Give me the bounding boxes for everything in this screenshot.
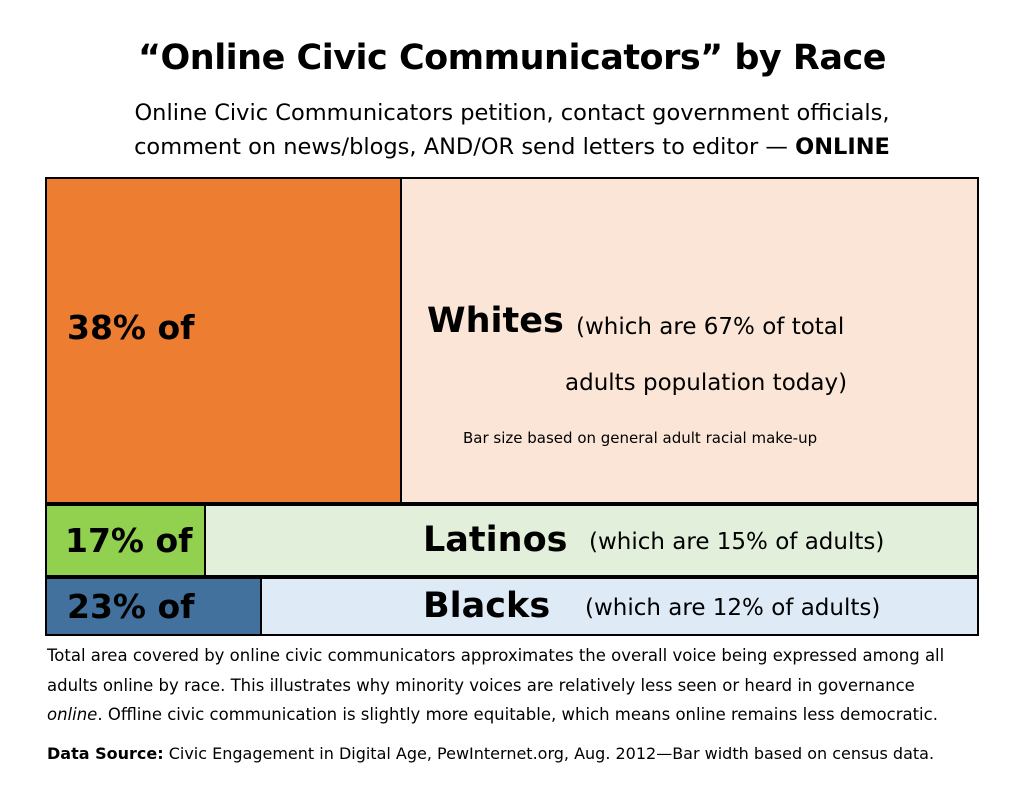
blacks-share-bar	[45, 577, 262, 636]
latinos-row: 17% of Latinos (which are 15% of adults)	[45, 504, 979, 577]
blacks-population-note: (which are 12% of adults)	[585, 594, 881, 621]
whites-remainder-bar	[400, 177, 979, 504]
whites-row: 38% of Whites (which are 67% of total adult…	[45, 177, 979, 504]
footnote-line-3: online. Offline civic communication is s…	[47, 700, 987, 730]
data-source: Data Source: Civic Engagement in Digital…	[47, 744, 1007, 763]
whites-population-note: (which are 67% of total	[576, 314, 845, 341]
latinos-category-label: Latinos	[423, 519, 568, 560]
bar-chart: 38% of Whites (which are 67% of total adult…	[45, 177, 979, 636]
footnote: Total area covered by online civic commu…	[47, 641, 987, 730]
footnote-line-3-rest: . Offline civic communication is slightl…	[97, 705, 938, 724]
blacks-category-label: Blacks	[423, 585, 551, 626]
whites-population-note-continued: adults population today)	[565, 369, 848, 396]
subtitle-line-2: comment on news/blogs, AND/OR send lette…	[0, 130, 1024, 164]
subtitle-online-emphasis: ONLINE	[795, 134, 890, 160]
latinos-remainder-bar	[204, 504, 979, 577]
blacks-row: 23% of Blacks (which are 12% of adults)	[45, 577, 979, 636]
bar-size-annotation: Bar size based on general adult racial m…	[463, 428, 818, 447]
chart-title: “Online Civic Communicators” by Race	[138, 38, 886, 78]
footnote-line-1: Total area covered by online civic commu…	[47, 646, 945, 665]
whites-category-label: Whites	[427, 301, 564, 342]
whites-share-bar	[45, 177, 402, 504]
chart-subtitle: Online Civic Communicators petition, con…	[0, 96, 1024, 164]
latinos-value-label: 17% of	[65, 520, 193, 560]
data-source-text: Civic Engagement in Digital Age, PewInte…	[163, 744, 935, 763]
subtitle-line-2-text: comment on news/blogs, AND/OR send lette…	[134, 134, 796, 160]
data-source-label: Data Source:	[47, 744, 164, 763]
subtitle-line-1: Online Civic Communicators petition, con…	[134, 100, 890, 126]
whites-value-label: 38% of	[67, 307, 195, 347]
latinos-share-bar	[45, 504, 206, 577]
blacks-value-label: 23% of	[67, 586, 195, 626]
footnote-online-italic: online	[47, 705, 98, 724]
blacks-remainder-bar	[260, 577, 979, 636]
footnote-line-2: adults online by race. This illustrates …	[47, 675, 915, 695]
latinos-population-note: (which are 15% of adults)	[589, 528, 885, 555]
